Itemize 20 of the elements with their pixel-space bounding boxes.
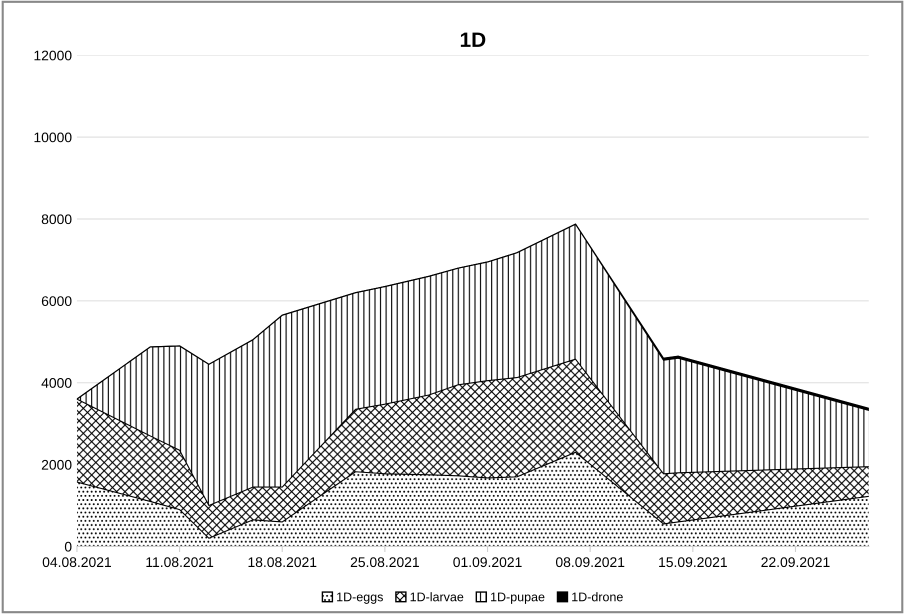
- legend-label: 1D-pupae: [491, 592, 544, 604]
- y-tick-label: 6000: [42, 296, 72, 306]
- x-tick-label: 08.09.2021: [556, 557, 624, 568]
- legend-label: 1D-drone: [572, 592, 623, 602]
- legend-label: 1D-eggs: [337, 592, 383, 604]
- x-tick-label: 01.09.2021: [453, 557, 522, 568]
- x-tick-label: 18.08.2021: [248, 557, 316, 568]
- x-tick-label: 11.08.2021: [146, 557, 214, 568]
- y-tick-label: 2000: [42, 460, 72, 470]
- y-tick-label: 4000: [41, 378, 72, 388]
- y-tick-label: 8000: [42, 214, 72, 224]
- x-tick-label: 15.09.2021: [659, 557, 727, 568]
- x-tick-label: 25.08.2021: [350, 557, 419, 568]
- x-tick-label: 04.08.2021: [42, 557, 112, 568]
- chart-title: 1D: [460, 32, 486, 47]
- y-tick-label: 10000: [34, 132, 72, 142]
- x-tick-label: 22.09.2021: [761, 557, 830, 568]
- y-tick-label: 0: [64, 542, 72, 552]
- legend-label: 1D-larvae: [410, 592, 464, 602]
- y-tick-label: 12000: [34, 50, 72, 60]
